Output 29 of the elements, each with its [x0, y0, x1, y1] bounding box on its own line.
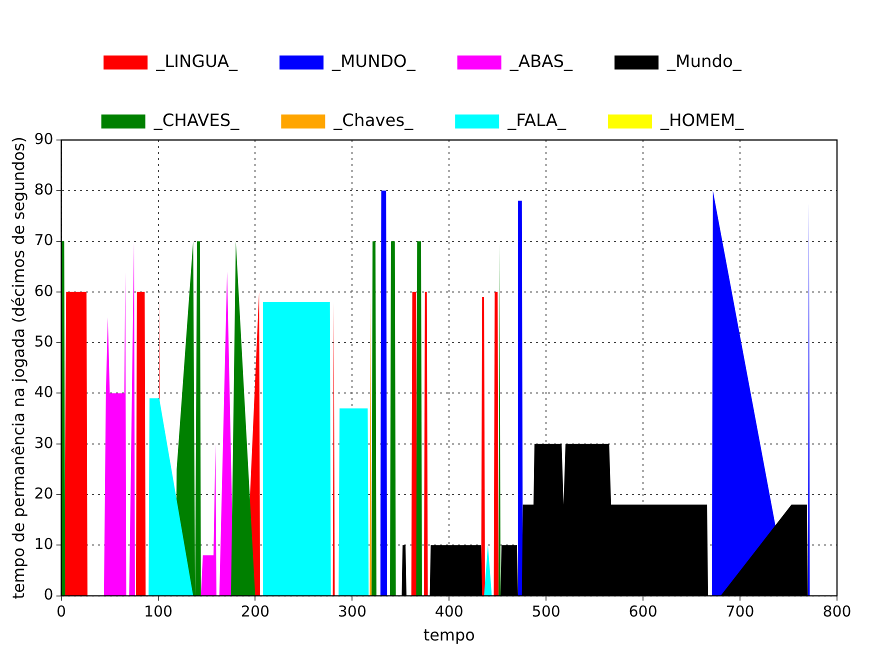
y-tick-label: 70: [34, 231, 54, 250]
x-tick-label: 200: [240, 602, 270, 621]
x-tick-label: 300: [338, 602, 366, 621]
legend-label: _LINGUA_: [155, 52, 238, 72]
x-tick-label: 0: [56, 602, 66, 621]
y-tick-label: 10: [34, 535, 54, 554]
y-axis-title: tempo de permanência na jogada (décimos de segundos): [8, 136, 28, 600]
x-tick-label: 100: [144, 602, 173, 621]
y-tick-label: 80: [34, 180, 54, 199]
y-tick-label: 20: [34, 484, 54, 502]
y-tick-label: 50: [34, 332, 54, 350]
y-tick-label: 40: [34, 383, 54, 402]
legend-label: _MUNDO_: [331, 52, 416, 72]
x-tick-label: 400: [434, 602, 464, 621]
x-axis-title: tempo: [423, 626, 475, 645]
legend-label: _HOMEM_: [659, 110, 744, 131]
x-tick-label: 800: [822, 602, 852, 621]
x-tick-label: 700: [726, 602, 754, 621]
y-tick-label: 90: [34, 130, 54, 148]
y-tick-label: 30: [34, 434, 54, 452]
y-tick-label: 60: [34, 282, 54, 300]
legend-label: _Chaves_: [332, 110, 414, 131]
legend-label: _Mundo_: [666, 52, 742, 72]
x-tick-label: 500: [532, 602, 560, 621]
x-tick-label: 600: [628, 602, 658, 621]
legend-label: _FALA_: [506, 110, 566, 131]
legend-label: _CHAVES_: [152, 110, 240, 131]
y-tick-label: 0: [44, 586, 54, 604]
legend-label: _ABAS_: [508, 52, 574, 72]
